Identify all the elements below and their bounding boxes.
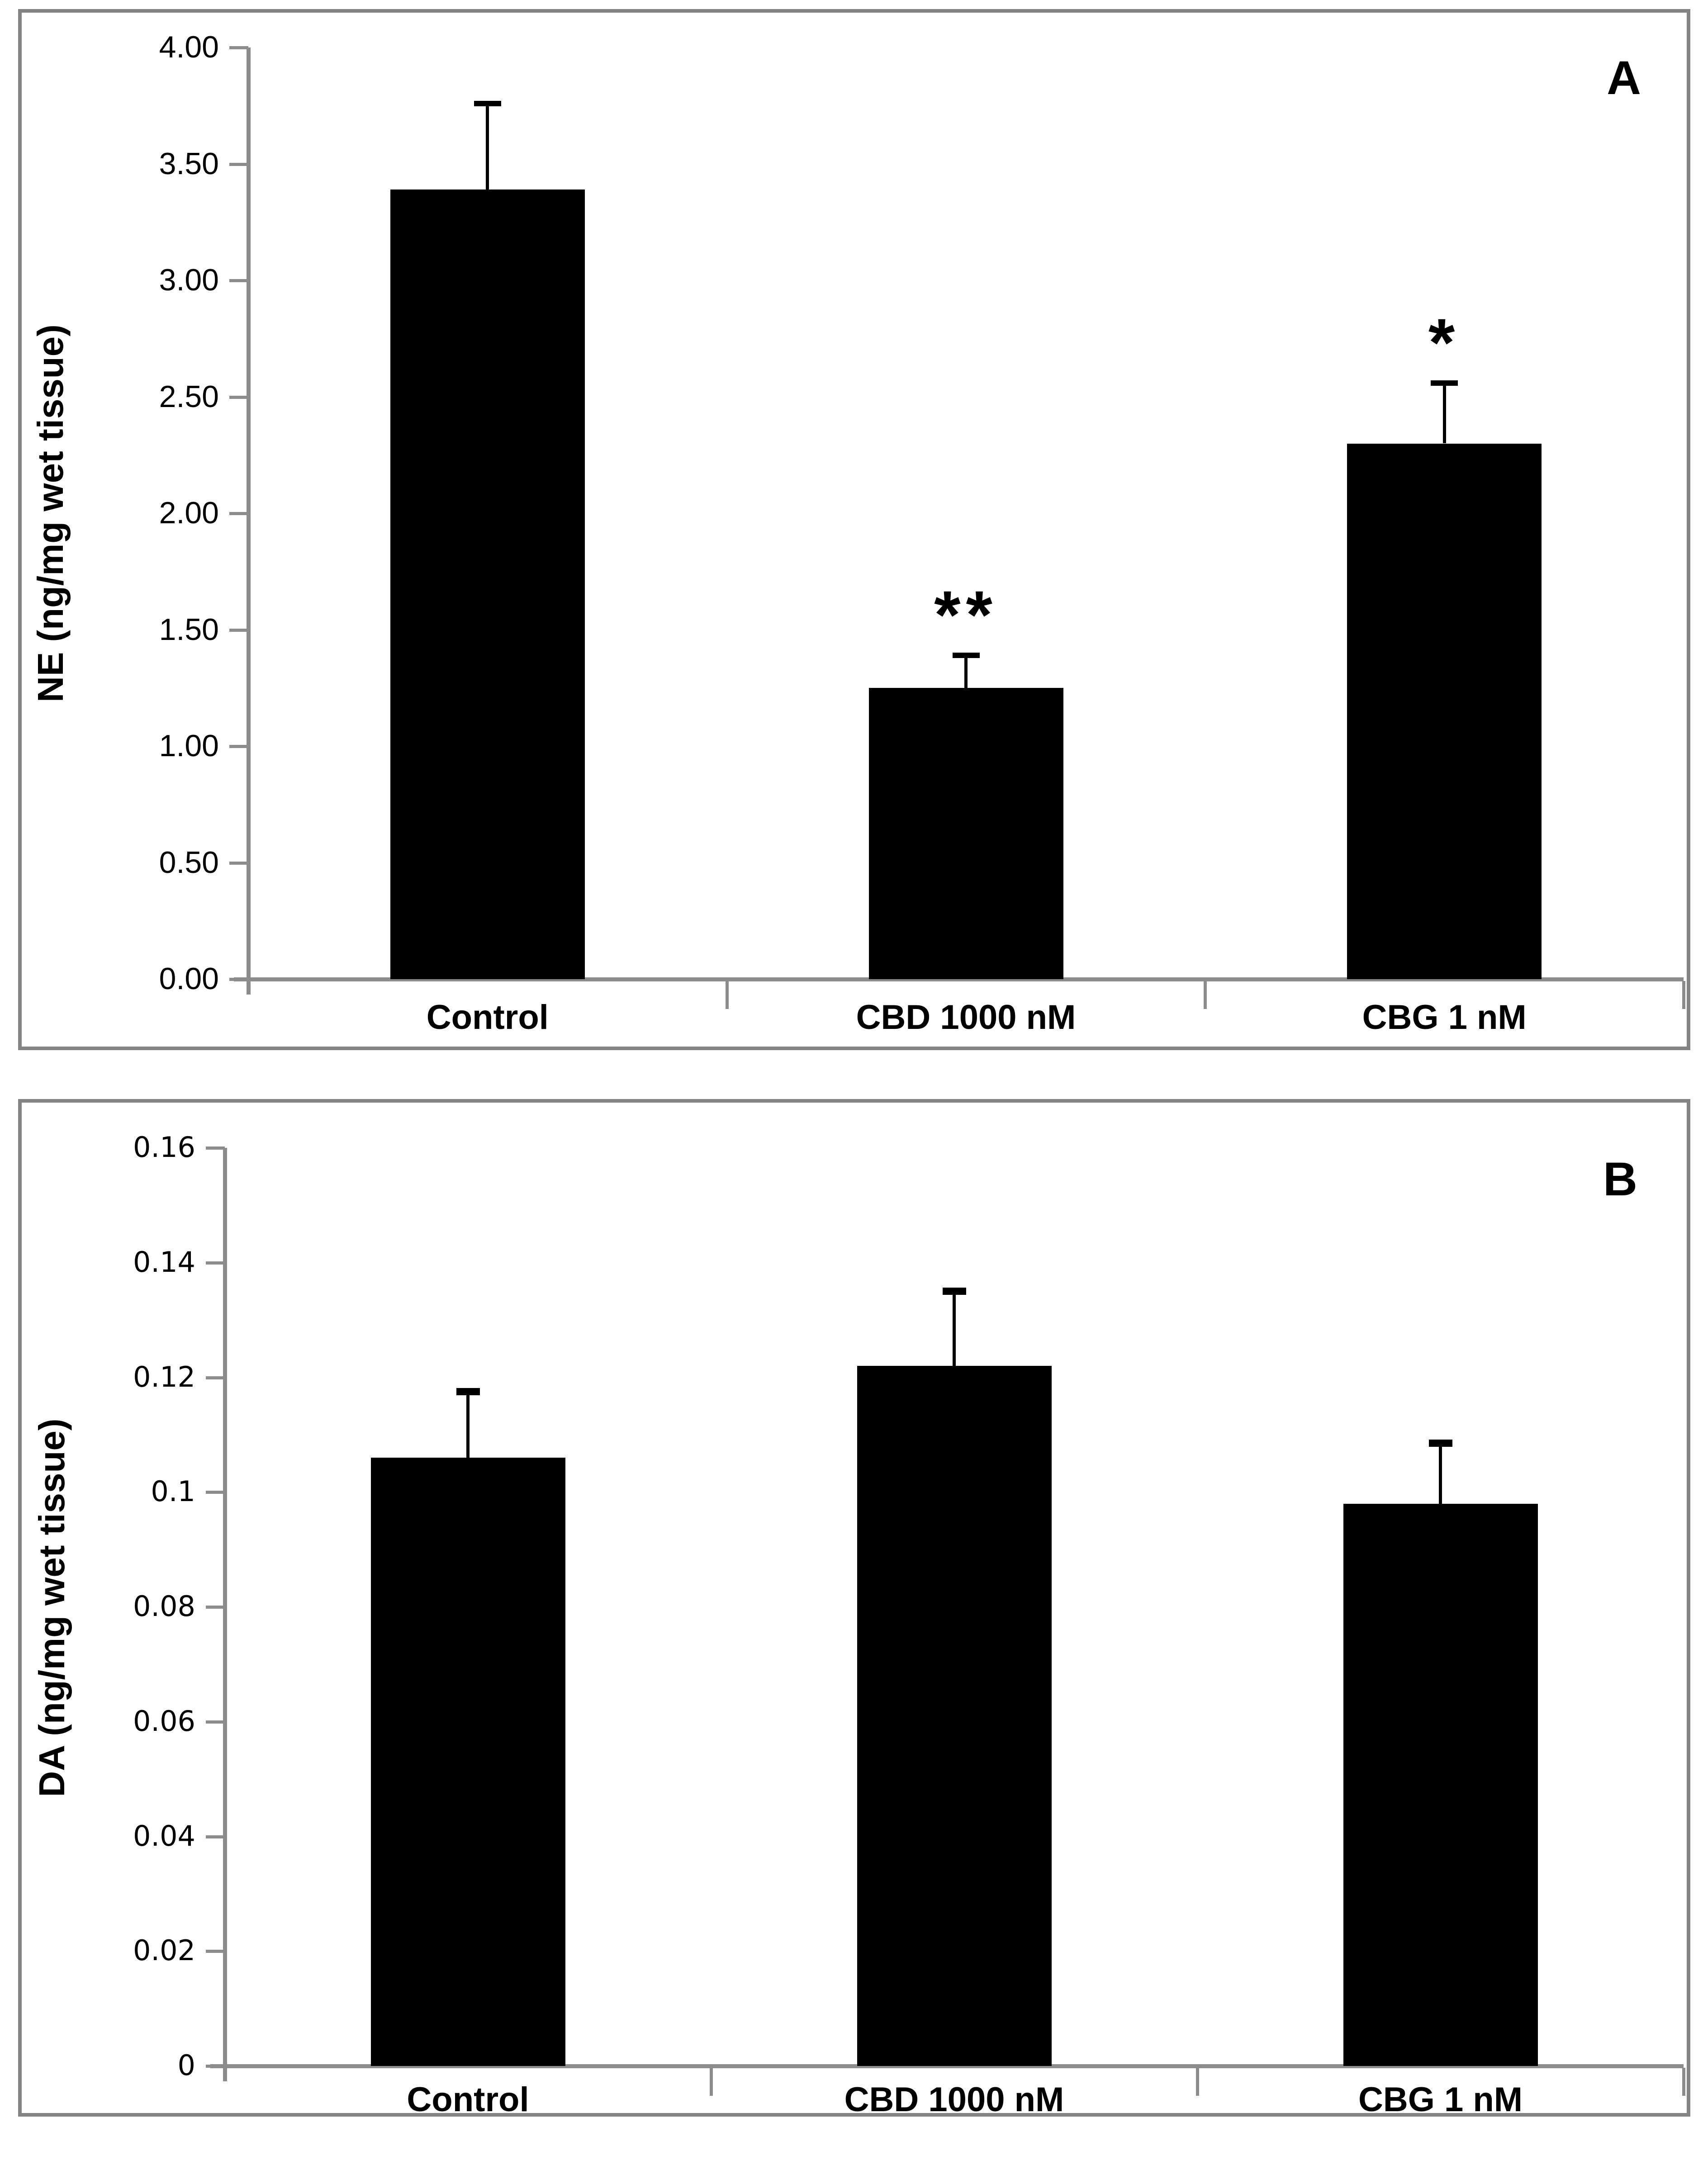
y-axis-tick	[229, 512, 248, 515]
y-axis-tick	[229, 628, 248, 632]
x-axis-line	[234, 977, 1684, 981]
error-bar-cap	[456, 1388, 480, 1396]
x-axis-tick	[1196, 2068, 1199, 2096]
y-tick-label: 2.00	[159, 496, 219, 530]
y-tick-label: 3.50	[159, 146, 219, 181]
x-axis-tick	[1682, 981, 1685, 1009]
error-bar-line	[486, 103, 489, 190]
y-tick-label: 4.00	[159, 30, 219, 64]
bar-cbg-1-nm	[1343, 1503, 1538, 2066]
x-axis-line	[210, 2064, 1684, 2068]
y-tick-label: 0.02	[133, 1934, 195, 1967]
panel-b-letter: B	[1603, 1153, 1637, 1206]
x-axis-tick	[725, 981, 729, 1009]
y-axis-line	[247, 47, 251, 995]
error-bar-cap	[952, 653, 980, 659]
error-bar-line	[964, 655, 968, 688]
y-tick-label: 1.50	[159, 612, 219, 647]
y-tick-label: 0.1	[151, 1475, 195, 1508]
y-tick-label: 0	[177, 2049, 195, 2082]
y-axis-tick	[229, 279, 248, 282]
error-bar-cap	[1428, 1440, 1452, 1447]
y-tick-label: 3.00	[159, 263, 219, 297]
y-axis-tick	[229, 745, 248, 748]
error-bar-line	[1442, 383, 1446, 444]
x-category-label: CBG 1 nM	[1362, 998, 1527, 1037]
y-tick-label: 0.00	[159, 962, 219, 996]
x-axis-tick	[1204, 981, 1207, 1009]
bar-cbd-1000-nm	[868, 688, 1063, 979]
y-axis-line	[223, 1148, 227, 2081]
y-axis-tick	[229, 46, 248, 49]
x-axis-tick	[710, 2068, 713, 2096]
y-axis-tick	[229, 861, 248, 865]
y-tick-label: 0.04	[133, 1819, 195, 1852]
y-tick-label: 0.16	[133, 1131, 195, 1164]
bar-control	[370, 1458, 565, 2066]
error-bar-line	[953, 1291, 956, 1366]
y-tick-label: 0.50	[159, 845, 219, 880]
x-category-label: CBD 1000 nM	[844, 2080, 1064, 2119]
error-bar-cap	[474, 100, 501, 106]
error-bar-line	[466, 1392, 470, 1458]
y-tick-label: 1.00	[159, 729, 219, 763]
y-axis-tick	[229, 978, 248, 981]
bar-cbg-1-nm	[1347, 443, 1542, 979]
x-axis-tick	[1682, 2068, 1685, 2096]
bar-cbd-1000-nm	[857, 1366, 1052, 2066]
y-axis-tick	[206, 1146, 225, 1150]
panel-a-letter: A	[1607, 52, 1641, 104]
x-category-label: Control	[426, 998, 549, 1037]
y-tick-label: 0.08	[133, 1590, 195, 1623]
y-axis-tick	[206, 1720, 225, 1724]
y-tick-label: 0.14	[133, 1245, 195, 1279]
y-tick-label: 0.12	[133, 1360, 195, 1393]
significance-marker: *	[1428, 304, 1461, 380]
x-category-label: Control	[407, 2080, 529, 2119]
significance-marker: **	[934, 577, 998, 653]
y-axis-tick	[206, 1376, 225, 1379]
error-bar-cap	[942, 1288, 966, 1295]
y-axis-tick	[206, 2065, 225, 2068]
x-category-label: CBD 1000 nM	[856, 998, 1076, 1037]
y-axis-tick	[206, 1606, 225, 1609]
y-axis-tick	[206, 1835, 225, 1838]
y-axis-tick	[206, 1950, 225, 1953]
y-axis-tick	[206, 1491, 225, 1494]
x-category-label: CBG 1 nM	[1358, 2080, 1523, 2119]
y-axis-tick	[229, 162, 248, 166]
y-axis-tick	[206, 1261, 225, 1265]
error-bar-cap	[1431, 380, 1458, 386]
y-tick-label: 2.50	[159, 379, 219, 414]
y-axis-tick	[229, 395, 248, 399]
y-tick-label: 0.06	[133, 1704, 195, 1738]
error-bar-line	[1439, 1443, 1442, 1504]
bar-control	[390, 190, 585, 979]
